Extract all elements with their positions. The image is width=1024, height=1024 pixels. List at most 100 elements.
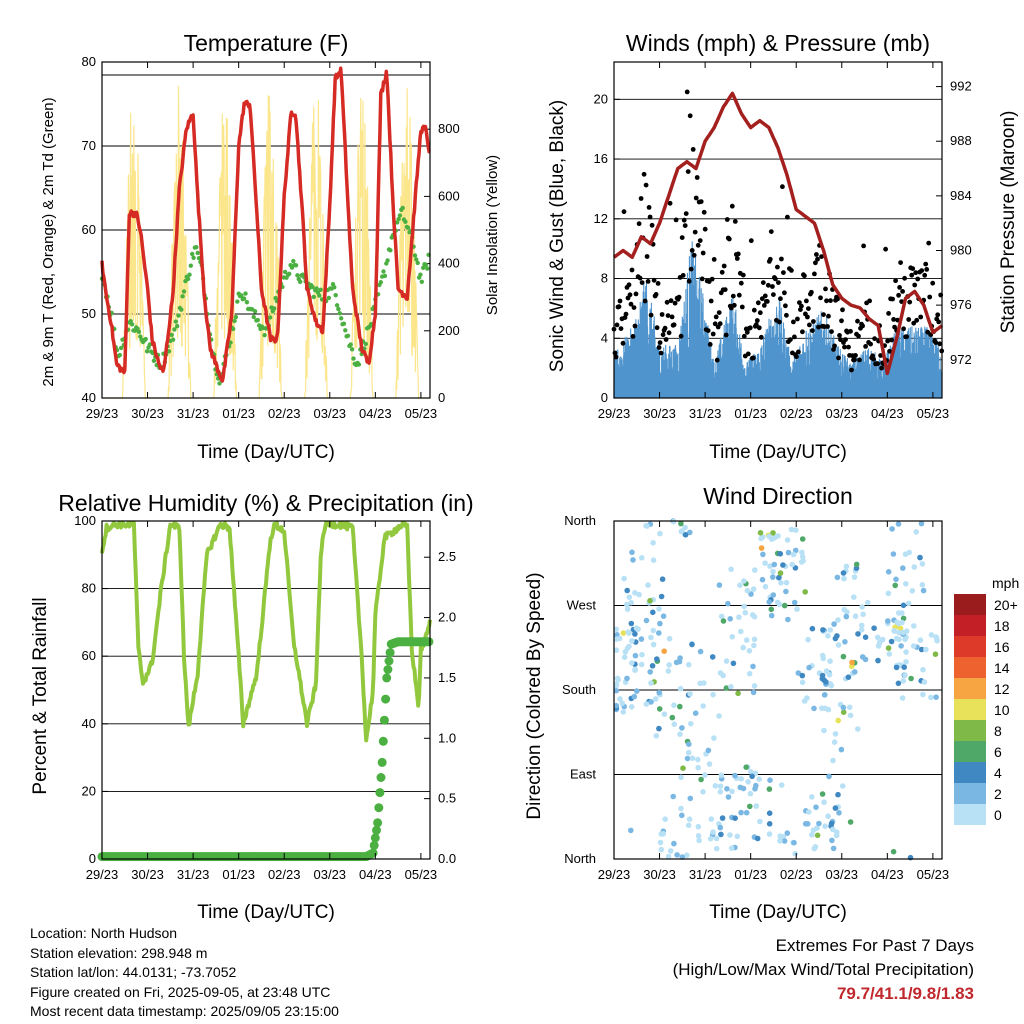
gust-point — [631, 305, 637, 310]
dewpoint-point — [172, 327, 177, 332]
gust-point — [775, 264, 780, 270]
gust-point — [871, 356, 876, 362]
direction-point — [895, 680, 902, 687]
gust-point — [701, 209, 707, 215]
gust-point — [840, 307, 845, 313]
winds-y-tick-label: 4 — [601, 330, 608, 345]
gust-point — [848, 328, 853, 334]
temperature-y2-tick-label: 200 — [438, 323, 460, 338]
temperature-y-label-left: 2m & 9m T (Red, Orange) & 2m Td (Green) — [40, 97, 57, 386]
direction-point — [851, 574, 858, 580]
direction-point — [657, 839, 664, 846]
humidity-y2-tick-label: 1.0 — [438, 730, 456, 745]
direction-point — [820, 627, 826, 633]
gust-point — [693, 195, 699, 201]
direction-y-tick-label: North — [564, 851, 596, 866]
gust-point — [756, 325, 762, 331]
gust-point — [618, 326, 624, 331]
direction-point — [687, 691, 693, 697]
gust-point — [853, 353, 858, 358]
dewpoint-point — [395, 220, 400, 225]
temperature-y-tick-label: 60 — [82, 222, 96, 237]
direction-point — [902, 672, 908, 678]
direction-point — [811, 845, 818, 852]
direction-point — [800, 558, 806, 564]
direction-point — [660, 831, 667, 837]
relative-humidity-line — [100, 520, 432, 743]
station-latlon: Station lat/lon: 44.0131; -73.7052 — [30, 964, 237, 981]
gust-point — [804, 298, 809, 304]
dewpoint-point — [385, 258, 390, 263]
gust-point — [872, 336, 877, 342]
gust-point — [810, 328, 815, 333]
winds-y-tick-label: 20 — [594, 91, 608, 106]
direction-point — [932, 651, 939, 657]
direction-point — [805, 636, 811, 643]
direction-point — [613, 626, 620, 633]
temperature-x-tick-label: 04/23 — [359, 406, 392, 421]
direction-point — [804, 695, 810, 701]
direction-point — [899, 610, 905, 616]
gust-point — [659, 312, 665, 317]
gust-point — [907, 299, 913, 305]
gust-point — [613, 354, 619, 360]
gust-point — [904, 334, 909, 340]
direction-point — [625, 629, 631, 635]
direction-title: Wind Direction — [703, 483, 853, 509]
dewpoint-point — [310, 284, 315, 290]
direction-point — [677, 731, 683, 737]
gust-point — [889, 337, 894, 343]
temperature-y-tick-label: 80 — [82, 54, 96, 69]
direction-point — [875, 643, 882, 649]
temperature-frame — [101, 61, 431, 399]
winds-y2-tick-label: 976 — [950, 297, 972, 312]
direction-y-label-left: Direction (Colored By Speed) — [524, 572, 545, 819]
direction-point — [702, 772, 708, 778]
dewpoint-point — [396, 216, 401, 222]
precip-point — [384, 656, 394, 666]
direction-point — [749, 773, 755, 780]
direction-point — [740, 644, 746, 651]
direction-point — [748, 769, 754, 775]
direction-point — [647, 669, 653, 675]
winds-x-tick-label: 31/23 — [689, 406, 722, 421]
gust-point — [676, 294, 682, 300]
direction-point — [777, 570, 784, 576]
direction-point — [903, 659, 909, 665]
direction-point — [845, 674, 852, 680]
gust-point — [913, 270, 919, 276]
gust-point — [761, 303, 767, 308]
direction-point — [656, 689, 662, 696]
gust-point — [653, 292, 659, 297]
direction-point — [706, 761, 713, 767]
gust-point — [632, 323, 638, 329]
direction-point — [900, 602, 907, 609]
figure-created: Figure created on Fri, 2025-09-05, at 23… — [30, 983, 331, 1000]
gust-point — [755, 300, 761, 306]
dewpoint-point — [169, 332, 174, 338]
direction-point — [678, 774, 684, 781]
legend-swatch — [954, 783, 986, 804]
gust-point — [855, 318, 860, 324]
station-location: Location: North Hudson — [30, 925, 178, 941]
direction-point — [918, 646, 925, 653]
direction-point — [910, 643, 917, 649]
direction-point — [716, 582, 723, 588]
direction-point — [828, 682, 835, 689]
gust-point — [726, 236, 732, 242]
direction-point — [920, 691, 926, 698]
direction-point — [771, 561, 778, 568]
direction-point — [613, 636, 620, 642]
dewpoint-point — [232, 318, 237, 324]
direction-point — [645, 582, 651, 588]
direction-point — [650, 609, 656, 616]
dewpoint-point — [341, 321, 347, 326]
gust-point — [747, 325, 753, 331]
humidity-frame — [101, 520, 431, 860]
direction-point — [906, 549, 912, 556]
gust-point — [937, 341, 943, 347]
temperature-y-tick-label: 50 — [82, 306, 96, 321]
direction-point — [888, 638, 895, 645]
direction-point — [885, 645, 892, 651]
